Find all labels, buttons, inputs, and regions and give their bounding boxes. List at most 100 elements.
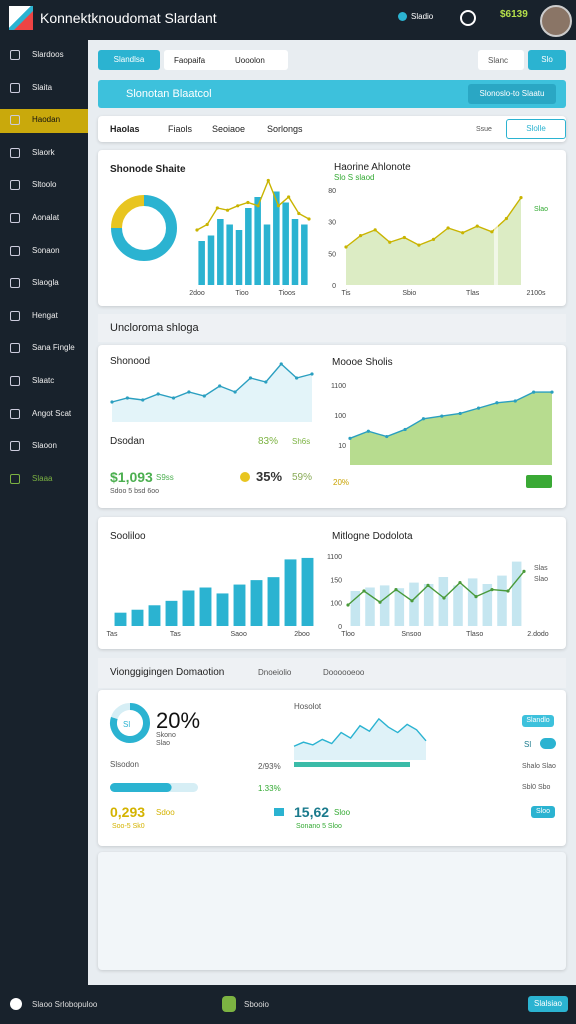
nav-icon — [10, 115, 20, 126]
section-tab[interactable]: Vionggigingen Domaotion — [110, 667, 225, 678]
tab[interactable]: Haolas — [110, 124, 140, 134]
axis-label: 100 — [334, 413, 346, 420]
avatar[interactable] — [540, 5, 572, 37]
nav-icon — [10, 376, 20, 386]
donut-label: Sl — [123, 720, 131, 729]
tab-group — [164, 50, 288, 70]
area — [346, 197, 521, 285]
notification-icon[interactable] — [460, 10, 476, 26]
percent: 83% — [258, 436, 279, 447]
legend-entry: Slao — [534, 576, 549, 583]
section-tab[interactable]: Dnoeiolio — [258, 668, 292, 677]
stat: 15,62 — [294, 804, 330, 820]
line — [349, 391, 552, 439]
axis-label: 2.dodo — [527, 631, 549, 638]
tab[interactable]: Sorlongs — [267, 124, 303, 134]
point — [125, 396, 129, 400]
donut-segment — [110, 703, 131, 720]
bar — [233, 584, 246, 626]
search-placeholder: Slanc — [488, 56, 509, 65]
point — [378, 600, 382, 604]
point — [233, 390, 237, 394]
axis-label: 2100s — [526, 290, 546, 297]
note: Sdoo 5 bsd 6oo — [110, 488, 160, 495]
nav-item[interactable]: Slaita — [32, 82, 53, 92]
highlight-bar — [494, 220, 498, 285]
point — [171, 396, 176, 400]
axis-label: Saoo — [230, 631, 246, 638]
chip[interactable]: Slandlo — [522, 715, 554, 727]
nav-icon — [10, 147, 20, 158]
card-subtitle: Slo S slaod — [334, 173, 375, 182]
nav-item[interactable]: Slaatc — [32, 376, 55, 385]
banner-title: Slonotan Blaatcol — [126, 88, 212, 100]
bar — [301, 557, 314, 626]
nav-item[interactable]: Slaogla — [32, 278, 59, 288]
bar — [282, 202, 289, 285]
chart — [110, 783, 198, 792]
nav-item[interactable]: Hengat — [32, 310, 58, 320]
point — [310, 372, 314, 376]
chart — [293, 717, 427, 767]
tab-action[interactable]: Slolle — [506, 119, 566, 139]
axis-label: 100 — [330, 601, 342, 608]
nav-item[interactable]: Sonaon — [32, 245, 60, 255]
big-percent: 20% — [156, 708, 201, 733]
nav-item[interactable]: Sltoolo — [32, 180, 57, 190]
bar — [438, 577, 449, 626]
nav-item[interactable]: Slaoon — [32, 441, 57, 451]
banner-button[interactable]: Slonoslo-to Slaatu — [468, 84, 556, 104]
point — [446, 226, 450, 230]
point — [236, 204, 240, 208]
filter[interactable]: Ssue — [476, 126, 492, 133]
footer-button[interactable]: Slalsiao — [528, 996, 568, 1012]
nav-item[interactable]: Aonalat — [32, 213, 60, 222]
section-tab[interactable]: Doooooeoo — [323, 668, 365, 677]
nav-item[interactable]: Sana Fingle — [32, 343, 75, 353]
point — [385, 434, 389, 439]
donut-segment — [111, 195, 145, 229]
bar — [453, 585, 463, 626]
tab-button[interactable]: Uooolon — [235, 56, 265, 65]
bar — [284, 559, 297, 626]
tab-bar — [98, 116, 566, 142]
search-box[interactable] — [478, 50, 524, 70]
search-button[interactable]: Slo — [528, 50, 566, 70]
nav-item[interactable]: Slaork — [32, 147, 55, 157]
point — [202, 394, 206, 398]
nav-item[interactable]: Angot Scat — [32, 408, 72, 418]
status-button[interactable] — [526, 475, 552, 488]
axis-label: 0 — [338, 624, 342, 631]
status[interactable]: Sladio — [411, 12, 434, 21]
nav-item[interactable]: Slardoos — [32, 50, 64, 59]
point — [388, 240, 392, 244]
app-title: Konnektknoudomat Slardant — [40, 10, 217, 26]
area — [112, 364, 312, 422]
chart: Tas Tas Saoo 2boo — [107, 557, 314, 638]
tab-button[interactable]: Faopaifa — [174, 56, 206, 65]
axis-label: Tloo — [341, 631, 355, 638]
tab[interactable]: Fiaols — [168, 124, 193, 134]
small-button[interactable]: Sloo — [531, 806, 555, 818]
bar — [467, 578, 478, 626]
status-icon — [398, 12, 407, 21]
toggle[interactable] — [540, 738, 556, 749]
tab[interactable]: Seoiaoe — [212, 124, 246, 134]
point — [442, 596, 446, 600]
nav-icon — [10, 180, 20, 191]
line — [111, 362, 313, 403]
bar — [409, 582, 419, 626]
card-title: Sooliloo — [110, 531, 146, 542]
card — [98, 690, 566, 846]
line — [196, 178, 310, 231]
nav-item[interactable]: Slaaa — [32, 473, 53, 483]
point — [410, 599, 414, 603]
point — [475, 224, 479, 228]
tab-button[interactable]: Slandlsa — [98, 50, 160, 70]
donut-segment — [111, 195, 177, 261]
percent: 35% — [256, 469, 283, 484]
chart — [111, 195, 177, 261]
footer — [0, 985, 576, 1024]
nav-item[interactable]: Haodan — [32, 115, 61, 125]
bar — [114, 612, 127, 626]
